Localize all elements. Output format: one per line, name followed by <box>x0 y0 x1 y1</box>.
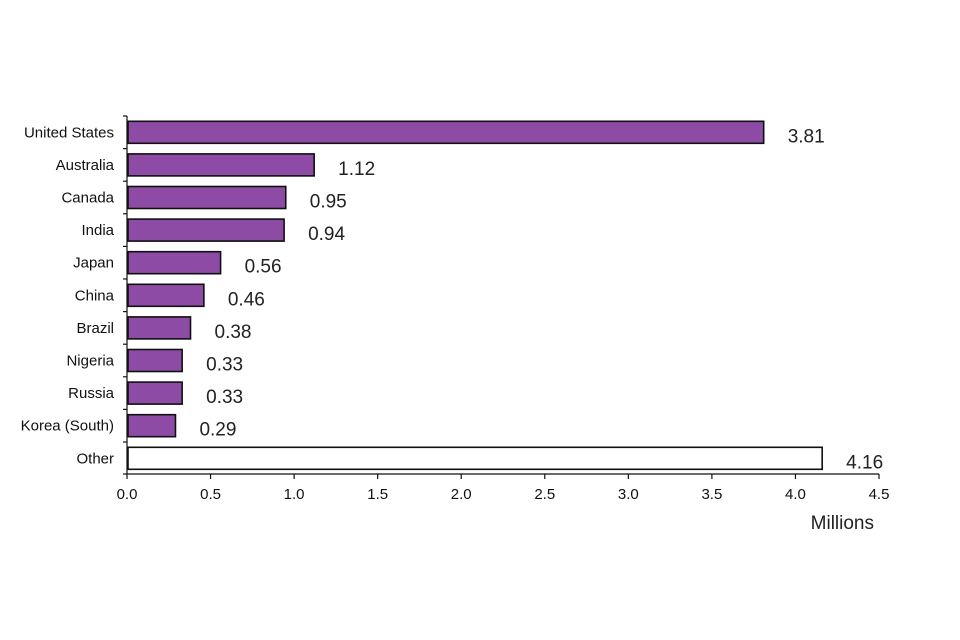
x-tick-label: 0.5 <box>200 486 221 503</box>
value-label-russia: 0.33 <box>206 387 243 408</box>
bar-japan <box>127 250 222 275</box>
category-labels: United States Australia Canada India Japan Ch… <box>21 124 115 467</box>
category-label-united-states: United States <box>24 124 114 141</box>
bar-india <box>127 218 285 242</box>
x-tick-label: 3.5 <box>701 486 722 503</box>
value-label-korea-south: 0.29 <box>199 420 236 441</box>
x-tick-label: 4.0 <box>785 486 806 503</box>
category-label-china: China <box>75 287 115 304</box>
category-label-canada: Canada <box>61 190 114 207</box>
bar-other <box>127 446 823 471</box>
x-tick-label: 1.5 <box>367 486 388 503</box>
bar-russia <box>127 381 183 405</box>
value-labels: 3.81 1.12 0.95 0.94 0.56 0.46 0.38 0.33 0.33 0.29… <box>199 126 883 473</box>
bar-korea-south <box>127 413 177 438</box>
value-label-canada: 0.95 <box>310 192 347 213</box>
category-label-korea-south: Korea (South) <box>21 418 114 435</box>
category-label-other: Other <box>76 450 114 467</box>
value-label-united-states: 3.81 <box>788 126 825 147</box>
bars-layer <box>127 120 823 471</box>
bar-china <box>127 283 205 308</box>
axes: 0.0 0.5 1.0 1.5 2.0 2.5 3.0 3.5 4.0 4.5 <box>117 115 890 503</box>
category-label-japan: Japan <box>73 255 114 272</box>
value-label-china: 0.46 <box>228 289 265 310</box>
value-label-nigeria: 0.33 <box>206 355 243 376</box>
bar-canada <box>127 185 287 210</box>
x-tick-label: 4.5 <box>869 486 890 503</box>
x-axis-unit-label: Millions <box>811 513 874 534</box>
value-label-other: 4.16 <box>846 452 883 473</box>
value-label-india: 0.94 <box>308 224 345 245</box>
bar-brazil <box>127 316 192 340</box>
x-tick-label: 0.0 <box>117 486 138 503</box>
category-label-australia: Australia <box>56 157 115 174</box>
value-label-brazil: 0.38 <box>215 322 252 343</box>
category-label-nigeria: Nigeria <box>66 353 114 370</box>
category-label-india: India <box>81 222 114 239</box>
x-tick-label: 1.0 <box>284 486 305 503</box>
bar-nigeria <box>127 348 183 373</box>
bar-united-states <box>127 120 765 145</box>
value-label-australia: 1.12 <box>338 159 375 180</box>
value-label-japan: 0.56 <box>245 257 282 278</box>
bar-australia <box>127 153 315 177</box>
x-tick-label: 2.0 <box>451 486 472 503</box>
category-label-brazil: Brazil <box>76 320 114 337</box>
x-tick-label: 3.0 <box>618 486 639 503</box>
category-label-russia: Russia <box>68 385 115 402</box>
x-tick-label: 2.5 <box>534 486 555 503</box>
